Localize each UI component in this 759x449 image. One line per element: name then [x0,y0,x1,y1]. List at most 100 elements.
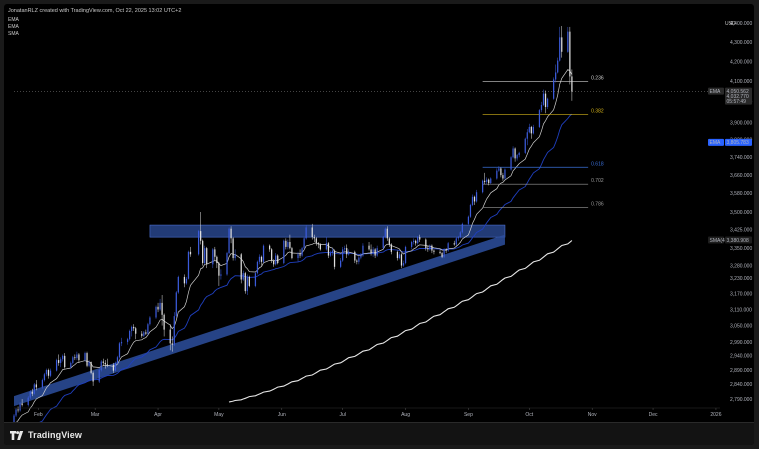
candle-body [141,333,143,336]
candle-body [64,355,66,368]
candle [147,322,149,336]
y-tick-label: 3,230.000 [730,276,752,282]
candle-body [143,332,145,336]
candle [561,25,563,58]
candle-body [475,192,478,202]
candle-body [524,138,526,153]
candle [27,396,29,407]
candle-body [419,237,421,240]
candle-body [49,370,52,376]
candle-body [86,353,88,366]
candle-body [277,255,279,264]
y-tick-label: 2,840.000 [730,382,752,388]
candle [13,414,15,422]
candle-body [220,274,222,276]
candle-body [546,98,549,107]
candle-body [185,278,188,284]
candle-body [260,256,263,262]
candle [254,271,257,288]
indicator-label-sma[interactable]: SMA [8,31,19,37]
indicator-label-ema-2[interactable]: EMA [8,24,19,30]
candle-body [43,374,46,381]
candle-body [500,168,502,176]
candle-body [173,316,175,345]
candle-body [244,273,246,292]
candle-body [360,255,362,258]
candle-body [469,204,472,217]
candle [339,258,342,269]
candle [177,275,179,294]
candle-body [459,232,461,238]
candle [33,382,35,395]
candle-body [313,237,315,239]
candle [443,248,445,259]
candle [559,26,561,62]
candle-body [171,343,173,345]
candle [187,250,190,280]
candle-body [248,276,250,286]
candle-body [216,256,218,264]
candle-body [445,249,447,251]
candle-body [145,332,147,334]
candle [197,229,200,256]
candle-body [76,354,78,359]
y-tick-label: 2,890.000 [730,368,752,374]
candle [417,235,419,245]
candle [98,368,100,383]
candle [47,368,50,379]
candle-body [291,248,293,259]
candle [106,358,108,368]
candle-body [457,237,459,239]
candle-body [262,245,265,262]
candle-body [461,223,463,233]
candle [471,194,474,207]
candle [283,239,285,265]
candle-body [45,370,48,375]
x-tick-label: Jul [339,412,345,418]
candle-body [488,179,490,184]
candle [163,313,165,337]
candle [382,235,384,250]
candle [445,248,447,254]
tradingview-logo[interactable]: TradingView [10,430,82,440]
candle-body [204,248,206,264]
candle-body [429,245,431,250]
price-chart[interactable]: 0.236 0.382 0.618 0.702 0.786 4,400.000 4,300… [4,4,754,422]
y-tick-label: 3,740.000 [730,155,752,161]
candle-body [129,330,131,340]
candle-body [482,180,484,193]
candle [305,225,307,240]
candle-body [433,250,435,252]
candle-body [490,178,492,184]
candle-body [246,276,248,292]
candle-body [502,175,504,179]
candle-body [362,245,364,256]
candle [299,249,301,259]
currency-label[interactable]: USD [725,21,736,27]
indicator-label-ema-1[interactable]: EMA [8,17,19,23]
candle [112,362,115,373]
fib-level-label: 0.702 [591,178,604,184]
candle-body [114,362,117,371]
candle-body [273,260,275,265]
candle-body [544,93,547,107]
candle [285,238,287,250]
y-tick-label: 3,900.000 [730,121,752,127]
candle-body [17,409,19,411]
candle [17,406,19,413]
candle-body [571,76,573,92]
candle-body [514,148,516,159]
candle-body [135,328,137,334]
candle [155,305,157,319]
candle-body [118,343,121,358]
candle-body [417,237,419,244]
candle-body [372,249,374,254]
candle [175,291,177,318]
candle [216,255,218,269]
candle [133,324,135,331]
x-tick-label: May [214,412,224,418]
candle [384,227,386,239]
candle-body [370,249,372,254]
candle [567,26,569,53]
candle [557,57,559,74]
